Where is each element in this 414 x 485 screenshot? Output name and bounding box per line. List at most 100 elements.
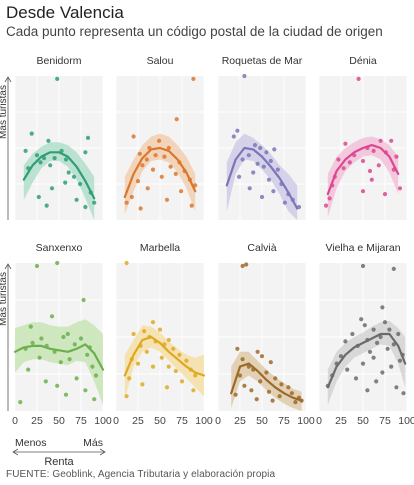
x-tick-label: 100 (398, 415, 414, 427)
panel-title: Vielha e Mijaran (325, 242, 400, 254)
data-point (157, 327, 163, 332)
data-point (168, 164, 173, 169)
data-point (179, 379, 185, 384)
panel-sanxenxo: Sanxenxo 0 25 50 75 100 (12, 242, 112, 427)
data-point (55, 76, 60, 81)
data-point (173, 368, 178, 374)
data-point (371, 327, 376, 332)
data-point (264, 370, 269, 375)
data-point (28, 324, 33, 329)
data-point (365, 388, 370, 393)
confidence-band (124, 325, 204, 400)
data-point (341, 166, 346, 171)
data-point (63, 392, 69, 397)
data-point (235, 346, 240, 351)
data-point (270, 398, 275, 403)
trend-line (13, 343, 105, 371)
x-tick-label: 50 (154, 415, 166, 427)
panel-calvià: Calvià 0 25 50 75 100 (215, 242, 315, 427)
confidence-band (226, 133, 298, 220)
panel-title: Calvià (247, 242, 276, 254)
y-axis-label: Más turistas (0, 85, 9, 139)
panel-title: Salou (147, 55, 174, 67)
panel-title: Marbella (140, 242, 180, 254)
data-point (251, 170, 256, 175)
data-point (129, 194, 134, 200)
data-point (391, 266, 396, 271)
data-point (389, 364, 394, 369)
data-point (171, 346, 176, 351)
panels-layer: Benidorm Salou Roquetas de Mar Dénia Sanxenx… (12, 55, 414, 427)
data-point (142, 329, 147, 334)
data-point (193, 373, 198, 378)
data-point (254, 397, 259, 402)
x-tick-label: 0 (215, 415, 221, 427)
data-point (124, 260, 129, 266)
data-point (367, 349, 373, 354)
data-point (356, 76, 361, 81)
data-point (268, 360, 273, 365)
data-point (164, 385, 170, 390)
panel-title: Benidorm (37, 55, 82, 67)
panel-title: Dénia (349, 55, 377, 67)
data-point (26, 367, 31, 372)
data-point (49, 186, 55, 191)
data-point (360, 361, 366, 366)
data-point (394, 154, 399, 159)
data-point (83, 388, 88, 393)
x-tick-label: 50 (256, 415, 268, 427)
data-point (34, 263, 40, 269)
data-point (237, 174, 242, 179)
data-point (191, 76, 196, 81)
data-point (157, 138, 162, 143)
data-point (367, 168, 373, 174)
data-point (360, 158, 366, 164)
data-point (233, 392, 238, 397)
y-axis-label: Más turistas (0, 272, 9, 326)
data-point (343, 339, 348, 344)
data-point (164, 197, 170, 202)
data-point (252, 143, 258, 148)
data-point (173, 171, 178, 176)
data-point (271, 189, 276, 194)
data-point (394, 385, 399, 390)
data-point (264, 150, 269, 155)
data-point (159, 174, 164, 179)
data-point (387, 327, 392, 332)
data-point (78, 181, 83, 187)
data-point (279, 382, 284, 387)
data-point (382, 320, 388, 325)
data-point (83, 204, 88, 210)
panel-marbella: Marbella 0 25 50 75 100 (113, 242, 213, 427)
data-point (145, 186, 150, 191)
x-tick-label: 75 (278, 415, 290, 427)
data-point (380, 305, 385, 310)
data-point (397, 358, 403, 363)
data-point (23, 148, 28, 153)
data-point (159, 355, 164, 360)
data-point (49, 314, 55, 319)
data-point (391, 342, 396, 347)
data-point (74, 376, 79, 381)
data-point (323, 203, 329, 208)
data-point (359, 317, 364, 322)
data-point (259, 354, 265, 359)
trend-line (326, 332, 407, 389)
data-point (83, 150, 88, 155)
data-point (166, 337, 171, 343)
trend-line (22, 151, 96, 200)
data-point (255, 349, 260, 354)
data-point (144, 349, 149, 354)
data-point (350, 331, 355, 337)
data-point (137, 151, 142, 156)
data-point (275, 167, 280, 172)
panel-vielha-e-mijaran: Vielha e Mijaran 0 25 50 75 100 (316, 242, 414, 427)
data-point (30, 340, 35, 345)
data-point (286, 385, 291, 390)
data-point (231, 134, 236, 139)
x-tick-label: 25 (234, 415, 246, 427)
data-point (327, 196, 332, 201)
data-point (184, 358, 189, 363)
x-axis-high-label: Más (83, 437, 103, 449)
data-point (127, 376, 132, 381)
